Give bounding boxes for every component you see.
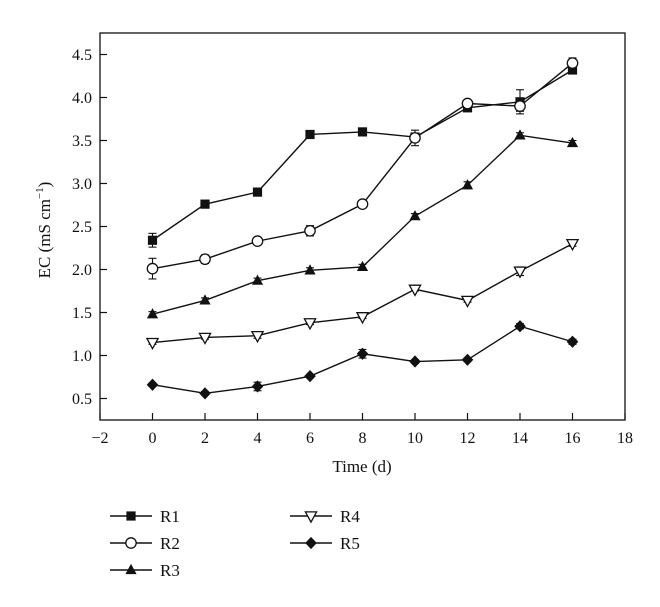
legend-marker	[304, 511, 318, 524]
data-point	[514, 129, 526, 140]
data-point	[409, 355, 421, 368]
data-point	[566, 136, 579, 148]
data-point	[408, 284, 422, 297]
data-point	[304, 370, 316, 383]
data-point	[303, 318, 317, 331]
legend: R1 R2 R3 R4 R5	[110, 507, 360, 580]
y-tick-label: 4.0	[72, 90, 92, 107]
axes: −2 0 2 4 6 8 10 12 14 16 18 0.5 1.0 1.5 2.0 2.5 3.0 3.5 4…	[34, 32, 633, 476]
data-point	[250, 330, 265, 344]
data-point	[514, 100, 526, 112]
data-point	[146, 262, 159, 275]
y-tick-label: 3.0	[72, 176, 92, 193]
legend-marker	[126, 511, 136, 521]
data-point	[357, 127, 368, 137]
x-tick-label: 2	[201, 430, 209, 447]
data-point	[565, 238, 580, 252]
x-tick-label: 6	[306, 430, 314, 447]
data-point	[513, 266, 527, 279]
data-point	[305, 129, 315, 140]
x-tick-label: 16	[565, 430, 581, 447]
x-tick-label: 10	[407, 430, 423, 447]
data-point	[567, 65, 578, 75]
x-tick-label: −2	[91, 430, 108, 447]
data-point	[199, 253, 211, 266]
data-point	[304, 264, 316, 275]
legend-item-r5: R5	[290, 534, 360, 553]
legend-item-r4: R4	[290, 507, 360, 526]
data-point	[147, 235, 158, 245]
legend-marker	[125, 563, 137, 575]
data-point	[461, 353, 474, 366]
data-point	[461, 97, 474, 110]
series-r5	[146, 320, 579, 400]
data-point	[409, 132, 421, 144]
data-point	[566, 335, 579, 348]
y-tick-label: 1.5	[72, 305, 92, 322]
series-r1	[147, 65, 578, 248]
data-point	[356, 198, 369, 210]
x-tick-label: 12	[460, 430, 476, 447]
plot-frame	[99, 32, 626, 421]
legend-label: R2	[160, 534, 180, 553]
data-point	[566, 57, 579, 69]
data-point	[304, 224, 316, 237]
legend-item-r2: R2	[110, 534, 180, 553]
data-point	[251, 235, 264, 247]
legend-label: R3	[160, 561, 180, 580]
legend-label: R1	[160, 507, 180, 526]
legend-item-r3: R3	[110, 561, 180, 580]
series-line	[152, 62, 573, 270]
data-point	[409, 210, 421, 221]
y-tick-label: 3.5	[72, 133, 92, 150]
data-point	[461, 179, 474, 190]
y-tick-label: 2.5	[72, 219, 92, 236]
x-tick-label: 8	[359, 430, 367, 447]
legend-marker	[125, 537, 137, 549]
data-point	[356, 260, 369, 272]
x-axis-label: Time (d)	[332, 457, 391, 476]
x-tick-label: 18	[617, 430, 633, 447]
data-point	[146, 308, 159, 319]
legend-marker	[305, 536, 317, 550]
y-axis-label: EC (mS cm−1)	[34, 182, 54, 279]
data-point	[199, 294, 211, 305]
data-point	[199, 387, 211, 400]
data-point	[252, 187, 263, 197]
data-point	[460, 295, 475, 308]
legend-item-r1: R1	[110, 507, 180, 526]
y-axis-label-main: EC (mS cm	[35, 199, 54, 278]
y-axis-ticks: 0.5 1.0 1.5 2.0 2.5 3.0 3.5 4.0 4.5	[72, 47, 107, 408]
y-tick-label: 0.5	[72, 391, 92, 408]
data-point	[514, 320, 526, 333]
series	[145, 57, 580, 400]
series-r4	[145, 238, 580, 351]
series-r3	[146, 129, 579, 319]
legend-label: R4	[340, 507, 360, 526]
y-tick-label: 4.5	[72, 47, 92, 64]
x-tick-label: 0	[149, 430, 157, 447]
data-point	[356, 347, 369, 360]
x-tick-label: 14	[512, 430, 528, 447]
data-point	[145, 337, 160, 351]
y-tick-label: 1.0	[72, 348, 92, 365]
y-axis-label-close: )	[35, 182, 54, 188]
data-point	[251, 274, 264, 285]
data-point	[200, 199, 210, 209]
x-tick-label: 4	[254, 430, 262, 447]
legend-label: R5	[340, 534, 360, 553]
data-point	[146, 378, 159, 391]
series-r2	[146, 57, 579, 280]
series-line	[152, 243, 573, 344]
series-line	[152, 134, 573, 315]
data-point	[355, 312, 370, 325]
series-line	[152, 69, 573, 241]
data-point	[198, 332, 212, 345]
x-axis-ticks: −2 0 2 4 6 8 10 12 14 16 18	[91, 413, 633, 447]
y-tick-label: 2.0	[72, 262, 92, 279]
y-axis-label-sup: −1	[34, 187, 46, 199]
data-point	[251, 380, 264, 393]
